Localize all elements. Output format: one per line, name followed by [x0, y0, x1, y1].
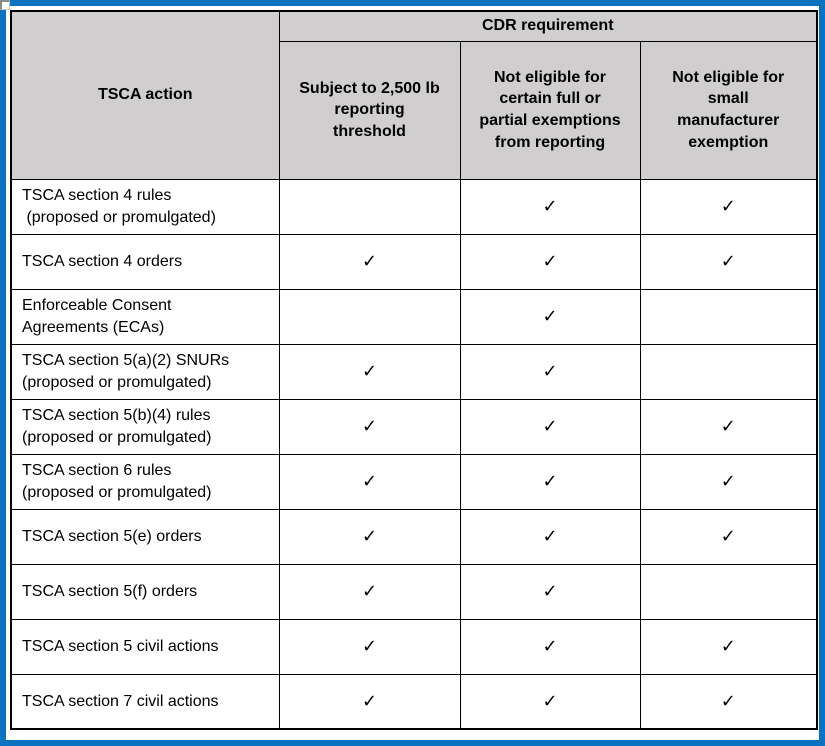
check-cell: ✓: [459, 618, 641, 675]
checkmark-icon: ✓: [720, 526, 736, 547]
check-cell: ✓: [639, 673, 818, 730]
check-cell: ✓: [459, 673, 641, 730]
table-move-handle-icon[interactable]: [0, 0, 10, 10]
checkmark-icon: ✓: [542, 306, 558, 327]
checkmark-icon: ✓: [542, 526, 558, 547]
checkmark-icon: ✓: [361, 690, 378, 712]
column-header-reporting-threshold: Subject to 2,500 lb reporting threshold: [278, 40, 461, 180]
check-cell: [278, 288, 461, 345]
row-label: TSCA section 5(f) orders: [10, 563, 280, 620]
check-cell: ✓: [459, 563, 641, 620]
checkmark-icon: ✓: [361, 361, 378, 382]
checkmark-icon: ✓: [361, 636, 378, 657]
table-row: TSCA section 5(b)(4) rules (proposed or …: [10, 398, 818, 455]
table-row: Enforceable Consent Agreements (ECAs) ✓: [10, 288, 818, 345]
table-row: TSCA section 6 rules (proposed or promul…: [10, 453, 818, 510]
row-label: TSCA section 4 orders: [10, 233, 280, 290]
check-cell: ✓: [278, 508, 461, 565]
table-row: TSCA section 4 orders ✓ ✓ ✓: [10, 233, 818, 290]
checkmark-icon: ✓: [361, 251, 378, 272]
table-row: TSCA section 4 rules (proposed or promul…: [10, 178, 818, 235]
check-cell: ✓: [278, 563, 461, 620]
checkmark-icon: ✓: [361, 581, 378, 602]
checkmark-icon: ✓: [361, 526, 378, 547]
check-cell: ✓: [459, 453, 641, 510]
check-cell: [639, 563, 818, 620]
check-cell: ✓: [639, 508, 818, 565]
check-cell: ✓: [459, 398, 641, 455]
check-cell: ✓: [639, 398, 818, 455]
column-header-row: Subject to 2,500 lb reporting threshold …: [11, 40, 818, 180]
row-label: TSCA section 5(b)(4) rules (proposed or …: [10, 398, 280, 455]
check-cell: [639, 288, 818, 345]
check-cell: ✓: [459, 233, 641, 290]
check-cell: ✓: [278, 618, 461, 675]
checkmark-icon: ✓: [720, 690, 736, 712]
check-cell: ✓: [639, 453, 818, 510]
checkmark-icon: ✓: [361, 416, 378, 437]
row-label: TSCA section 4 rules (proposed or promul…: [10, 178, 280, 235]
check-cell: ✓: [459, 508, 641, 565]
checkmark-icon: ✓: [542, 471, 558, 492]
column-header-tsca-action: TSCA action: [10, 10, 280, 180]
checkmark-icon: ✓: [720, 471, 736, 492]
checkmark-icon: ✓: [720, 636, 736, 657]
checkmark-icon: ✓: [542, 690, 558, 712]
table-row: TSCA section 5 civil actions ✓ ✓ ✓: [10, 618, 818, 675]
cdr-requirements-table: TSCA action CDR requirement Subject to 2…: [10, 10, 818, 730]
group-header-row: TSCA action CDR requirement: [10, 10, 818, 180]
row-label: Enforceable Consent Agreements (ECAs): [10, 288, 280, 345]
checkmark-icon: ✓: [542, 251, 558, 272]
checkmark-icon: ✓: [542, 636, 558, 657]
check-cell: [278, 178, 461, 235]
check-cell: ✓: [639, 178, 818, 235]
table-row: TSCA section 5(a)(2) SNURs (proposed or …: [10, 343, 818, 400]
column-header-small-manufacturer-exemption: Not eligible for small manufacturer exem…: [639, 40, 818, 180]
check-cell: ✓: [278, 453, 461, 510]
row-label: TSCA section 7 civil actions: [10, 673, 280, 730]
checkmark-icon: ✓: [542, 196, 558, 217]
table-row: TSCA section 7 civil actions ✓ ✓ ✓: [10, 673, 818, 730]
check-cell: ✓: [459, 178, 641, 235]
checkmark-icon: ✓: [720, 196, 736, 217]
row-label: TSCA section 5(a)(2) SNURs (proposed or …: [10, 343, 280, 400]
check-cell: ✓: [459, 288, 641, 345]
column-header-exemptions-from-reporting: Not eligible for certain full or partial…: [459, 40, 641, 180]
row-label: TSCA section 5 civil actions: [10, 618, 280, 675]
checkmark-icon: ✓: [542, 416, 558, 437]
check-cell: ✓: [278, 343, 461, 400]
table-row: TSCA section 5(f) orders ✓ ✓: [10, 563, 818, 620]
check-cell: [639, 343, 818, 400]
table-row: TSCA section 5(e) orders ✓ ✓ ✓: [10, 508, 818, 565]
checkmark-icon: ✓: [542, 361, 558, 382]
check-cell: ✓: [278, 233, 461, 290]
check-cell: ✓: [278, 673, 461, 730]
checkmark-icon: ✓: [542, 581, 558, 602]
group-header-cdr-requirement: CDR requirement: [278, 10, 818, 42]
check-cell: ✓: [639, 618, 818, 675]
checkmark-icon: ✓: [361, 471, 378, 492]
row-label: TSCA section 5(e) orders: [10, 508, 280, 565]
check-cell: ✓: [278, 398, 461, 455]
check-cell: ✓: [639, 233, 818, 290]
check-cell: ✓: [459, 343, 641, 400]
checkmark-icon: ✓: [720, 416, 736, 437]
row-label: TSCA section 6 rules (proposed or promul…: [10, 453, 280, 510]
checkmark-icon: ✓: [720, 251, 736, 272]
